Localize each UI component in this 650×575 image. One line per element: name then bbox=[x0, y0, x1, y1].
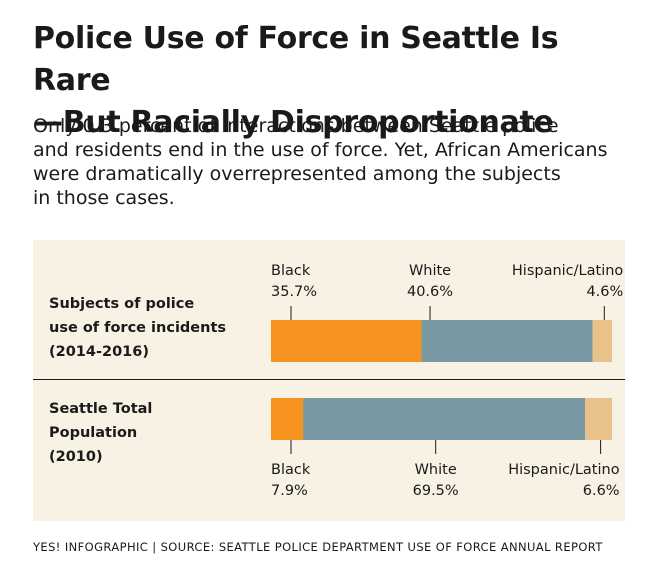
stacked-bar-chart: Black 35.7% White 40.6% Hispanic/Latino 4.6% B… bbox=[271, 263, 624, 499]
bar-segment-white bbox=[303, 398, 586, 440]
chart-subtitle: Only 0.3 percent of interactions between… bbox=[33, 114, 633, 210]
row-label-line: use of force incidents bbox=[49, 320, 227, 336]
title-line-1: Police Use of Force in Seattle Is Rare bbox=[33, 21, 559, 98]
row-label-line: Subjects of police bbox=[49, 296, 195, 312]
segment-name-label: White bbox=[409, 263, 451, 279]
chart-title: Police Use of Force in Seattle Is Rare —… bbox=[33, 18, 633, 144]
bar-segment-black bbox=[271, 398, 304, 440]
segment-name-label: Hispanic/Latino bbox=[508, 462, 620, 478]
segment-value-label: 7.9% bbox=[271, 483, 308, 499]
row-label-use-of-force: Subjects of police use of force incident… bbox=[49, 292, 226, 364]
segment-name-label: Black bbox=[271, 462, 311, 478]
segment-value-label: 4.6% bbox=[586, 284, 623, 300]
row-label-line: (2010) bbox=[49, 449, 103, 465]
row-label-line: Seattle Total bbox=[49, 401, 153, 417]
row-label-population: Seattle Total Population (2010) bbox=[49, 397, 152, 469]
segment-name-label: White bbox=[415, 462, 457, 478]
subtitle-line-3: were dramatically overrepresented among … bbox=[33, 163, 561, 185]
subtitle-line-2: and residents end in the use of force. Y… bbox=[33, 139, 608, 161]
source-footer: YES! INFOGRAPHIC | SOURCE: SEATTLE POLIC… bbox=[33, 540, 603, 554]
segment-value-label: 6.6% bbox=[583, 483, 620, 499]
title-line-2: —But Racially Disproportionate bbox=[33, 105, 554, 140]
segment-value-label: 40.6% bbox=[407, 284, 453, 300]
subtitle-line-4: in those cases. bbox=[33, 187, 175, 209]
row-divider bbox=[33, 379, 625, 380]
row-label-line: (2014-2016) bbox=[49, 344, 149, 360]
bar-segment-white bbox=[421, 320, 593, 362]
bar-segment-hispanic-latino bbox=[592, 320, 612, 362]
subtitle-line-1: Only 0.3 percent of interactions between… bbox=[33, 115, 559, 137]
chart-panel: Subjects of police use of force incident… bbox=[33, 240, 625, 521]
bar-segment-black bbox=[271, 320, 422, 362]
segment-name-label: Hispanic/Latino bbox=[512, 263, 624, 279]
bar-segment-hispanic-latino bbox=[585, 398, 612, 440]
row-label-line: Population bbox=[49, 425, 138, 441]
segment-name-label: Black bbox=[271, 263, 311, 279]
segment-value-label: 35.7% bbox=[271, 284, 317, 300]
segment-value-label: 69.5% bbox=[413, 483, 459, 499]
